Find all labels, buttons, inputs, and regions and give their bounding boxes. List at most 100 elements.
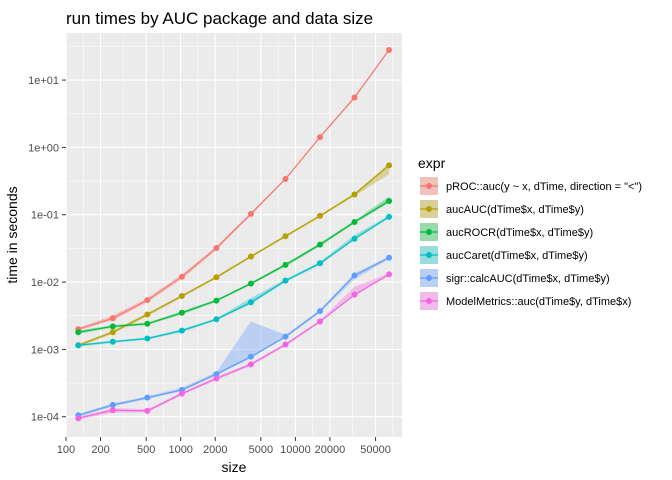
x-tick-label: 100	[57, 444, 75, 456]
y-tick-label: 1e+01	[28, 75, 59, 87]
data-point	[282, 261, 289, 268]
data-point	[144, 320, 151, 327]
x-tick-label: 20000	[315, 444, 346, 456]
data-point	[144, 394, 151, 401]
legend-key-point	[426, 252, 432, 258]
series-lines	[78, 49, 390, 419]
data-point	[386, 197, 393, 204]
chart-title: run times by AUC package and data size	[66, 9, 373, 28]
data-point	[282, 277, 289, 284]
x-tick-label: 10000	[280, 444, 311, 456]
series-line-0	[78, 49, 390, 330]
data-point	[351, 235, 358, 242]
series-line-5	[78, 273, 390, 419]
data-point	[178, 327, 185, 334]
legend-label: sigr::calcAUC(dTime$x, dTime$y)	[446, 273, 610, 285]
legend-key-point	[426, 229, 432, 235]
y-tick-label: 1e-04	[31, 412, 59, 424]
y-tick-label: 1e-03	[31, 344, 59, 356]
data-point	[282, 333, 289, 340]
data-point	[282, 233, 289, 240]
legend-label: aucAUC(dTime$x, dTime$y)	[446, 204, 584, 216]
data-point	[247, 210, 254, 217]
data-point	[247, 253, 254, 260]
y-tick-label: 1e-01	[31, 210, 59, 222]
data-point	[282, 175, 289, 182]
legend-label: ModelMetrics::auc(dTime$y, dTime$x)	[446, 296, 631, 308]
legend-item: pROC::auc(y ~ x, dTime, direction = "<")	[420, 177, 642, 195]
x-tick-label: 50000	[360, 444, 391, 456]
data-point	[75, 329, 82, 336]
legend-item: aucAUC(dTime$x, dTime$y)	[420, 200, 584, 218]
plot-panel	[66, 33, 402, 437]
data-point	[316, 318, 323, 325]
data-point	[351, 191, 358, 198]
x-axis-title: size	[222, 459, 247, 475]
legend-key-point	[426, 298, 432, 304]
series-line-4	[78, 257, 390, 416]
x-tick-label: 1000	[168, 444, 192, 456]
data-point	[178, 273, 185, 280]
data-point	[178, 309, 185, 316]
legend-label: pROC::auc(y ~ x, dTime, direction = "<")	[446, 181, 642, 193]
legend-items: pROC::auc(y ~ x, dTime, direction = "<")…	[420, 177, 642, 310]
legend-label: aucROCR(dTime$x, dTime$y)	[446, 227, 593, 239]
data-point	[213, 375, 220, 382]
data-point	[351, 94, 358, 101]
series-band-4	[78, 256, 390, 417]
data-point	[213, 274, 220, 281]
confidence-bands	[78, 48, 390, 420]
data-point	[178, 390, 185, 397]
y-tick-label: 1e-02	[31, 277, 59, 289]
data-point	[386, 213, 393, 220]
y-tick-label: 1e+00	[28, 142, 59, 154]
data-point	[109, 323, 116, 330]
data-point	[316, 134, 323, 141]
data-point	[386, 271, 393, 278]
data-point	[386, 46, 393, 53]
series-line-1	[78, 164, 390, 346]
data-point	[316, 260, 323, 267]
data-point	[144, 311, 151, 318]
legend-key-point	[426, 206, 432, 212]
x-axis-ticks: 100 200 500 1000 2000 5000 10000 20000 50000	[57, 437, 391, 456]
data-point	[386, 162, 393, 169]
x-tick-label: 2000	[203, 444, 227, 456]
data-point	[316, 212, 323, 219]
x-tick-label: 500	[137, 444, 155, 456]
data-point	[109, 401, 116, 408]
data-point	[247, 353, 254, 360]
data-point	[109, 315, 116, 322]
data-point	[247, 361, 254, 368]
data-point	[213, 245, 220, 252]
y-axis-title: time in seconds	[4, 186, 20, 283]
data-point	[386, 254, 393, 261]
data-point	[213, 297, 220, 304]
legend-title: expr	[418, 155, 446, 171]
series-line-3	[78, 216, 390, 346]
data-point	[178, 293, 185, 300]
data-point	[213, 371, 220, 378]
legend-item: aucROCR(dTime$x, dTime$y)	[420, 223, 593, 241]
data-point	[247, 299, 254, 306]
x-tick-label: 200	[91, 444, 109, 456]
data-point	[75, 342, 82, 349]
legend-label: aucCaret(dTime$x, dTime$y)	[446, 250, 588, 262]
data-point	[316, 241, 323, 248]
data-point	[351, 218, 358, 225]
data-point	[144, 407, 151, 414]
series-line-2	[78, 200, 390, 333]
data-point	[144, 297, 151, 304]
data-point	[351, 272, 358, 279]
data-point	[109, 407, 116, 414]
x-tick-label: 5000	[249, 444, 273, 456]
gridlines	[65, 33, 402, 437]
legend-item: ModelMetrics::auc(dTime$y, dTime$x)	[420, 292, 631, 310]
legend: expr pROC::auc(y ~ x, dTime, direction =…	[418, 155, 642, 310]
series-points	[75, 46, 393, 422]
data-point	[351, 291, 358, 298]
y-axis-ticks: 1e-04 1e-03 1e-02 1e-01 1e+00 1e+01	[28, 75, 66, 424]
legend-item: aucCaret(dTime$x, dTime$y)	[420, 246, 588, 264]
data-point	[213, 316, 220, 323]
legend-item: sigr::calcAUC(dTime$x, dTime$y)	[420, 269, 610, 287]
